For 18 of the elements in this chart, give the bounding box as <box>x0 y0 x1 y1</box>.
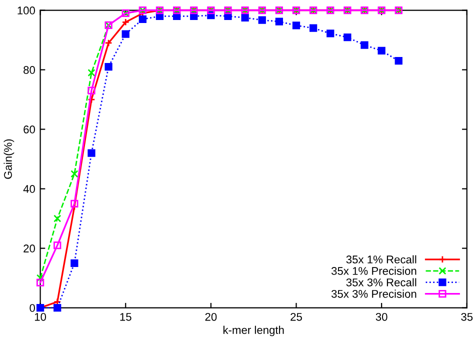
legend-label: 35x 1% Recall <box>346 255 416 264</box>
x-tick-label: 30 <box>376 312 388 321</box>
y-tick-label: 100 <box>18 6 35 14</box>
x-tick-label: 15 <box>120 313 132 321</box>
x-axis-title: k-mer length <box>223 326 284 336</box>
y-tick-label: 80 <box>24 66 35 74</box>
x-tick-label: 20 <box>205 312 217 321</box>
legend-label: 35x 3% Recall <box>346 278 416 286</box>
legend-label: 35x 1% Precision <box>331 266 416 275</box>
x-tick-label: 25 <box>290 312 302 321</box>
y-tick-label: 60 <box>24 126 35 134</box>
y-tick-label: 0 <box>30 304 35 312</box>
x-tick-label: 35 <box>461 312 473 321</box>
y-tick-label: 20 <box>24 244 35 252</box>
x-tick-label: 10 <box>34 312 46 321</box>
y-axis-title: Gain(%) <box>4 139 14 179</box>
legend-label: 35x 3% Precision <box>331 290 416 298</box>
y-tick-label: 40 <box>23 185 35 193</box>
